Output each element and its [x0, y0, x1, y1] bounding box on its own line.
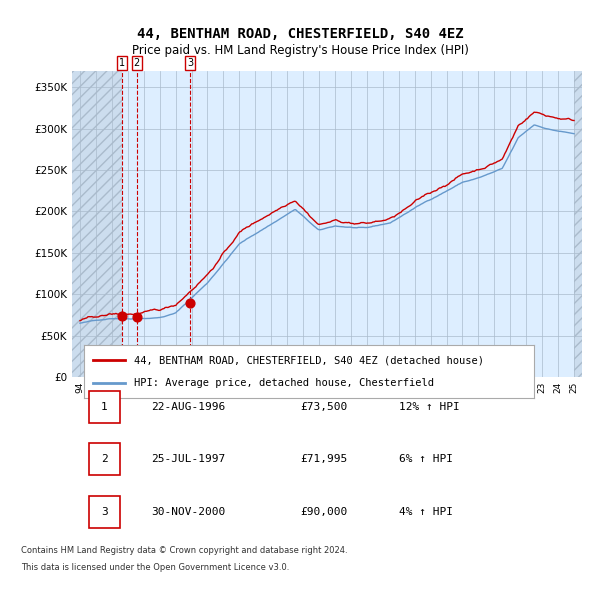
FancyBboxPatch shape	[89, 496, 120, 528]
Text: Price paid vs. HM Land Registry's House Price Index (HPI): Price paid vs. HM Land Registry's House …	[131, 44, 469, 57]
Text: 44, BENTHAM ROAD, CHESTERFIELD, S40 4EZ: 44, BENTHAM ROAD, CHESTERFIELD, S40 4EZ	[137, 27, 463, 41]
Point	[185, 298, 195, 307]
FancyBboxPatch shape	[89, 444, 120, 476]
Text: 3: 3	[101, 507, 107, 517]
Text: £73,500: £73,500	[300, 402, 347, 412]
Text: 30-NOV-2000: 30-NOV-2000	[151, 507, 226, 517]
Text: £71,995: £71,995	[300, 454, 347, 464]
Point	[132, 313, 142, 322]
Text: This data is licensed under the Open Government Licence v3.0.: This data is licensed under the Open Gov…	[21, 563, 289, 572]
Text: 1: 1	[101, 402, 107, 412]
Bar	[72, 71, 122, 377]
FancyBboxPatch shape	[89, 391, 120, 422]
Point	[117, 312, 127, 321]
Text: 12% ↑ HPI: 12% ↑ HPI	[399, 402, 460, 412]
Text: 4% ↑ HPI: 4% ↑ HPI	[399, 507, 453, 517]
Text: 22-AUG-1996: 22-AUG-1996	[151, 402, 226, 412]
Text: HPI: Average price, detached house, Chesterfield: HPI: Average price, detached house, Ches…	[133, 378, 433, 388]
Text: 6% ↑ HPI: 6% ↑ HPI	[399, 454, 453, 464]
Text: £90,000: £90,000	[300, 507, 347, 517]
Bar	[574, 71, 582, 377]
Text: 3: 3	[187, 58, 193, 68]
Text: Contains HM Land Registry data © Crown copyright and database right 2024.: Contains HM Land Registry data © Crown c…	[21, 546, 347, 555]
Text: 25-JUL-1997: 25-JUL-1997	[151, 454, 226, 464]
Text: 44, BENTHAM ROAD, CHESTERFIELD, S40 4EZ (detached house): 44, BENTHAM ROAD, CHESTERFIELD, S40 4EZ …	[133, 355, 484, 365]
Text: 1: 1	[119, 58, 125, 68]
Text: 2: 2	[134, 58, 140, 68]
Text: 2: 2	[101, 454, 107, 464]
